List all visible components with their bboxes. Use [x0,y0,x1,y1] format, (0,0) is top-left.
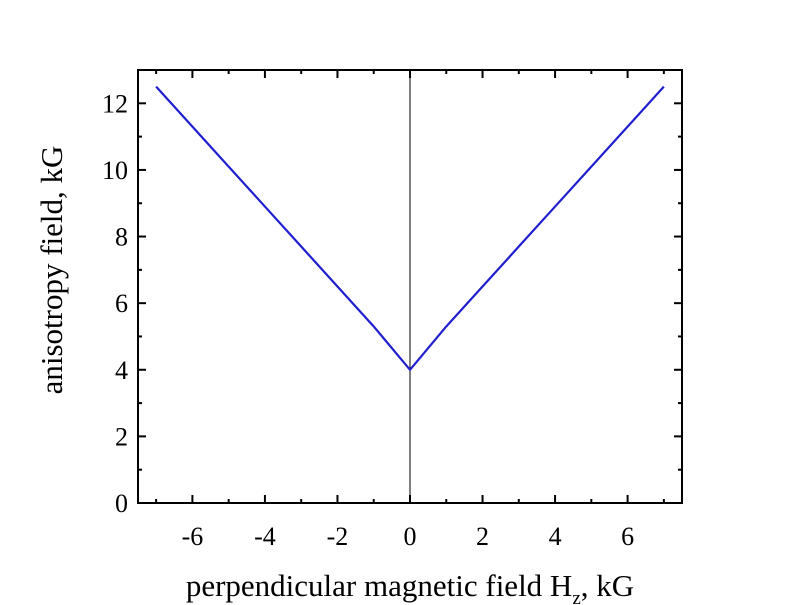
y-tick-label: 8 [115,223,128,252]
tick-labels: -6 -4 -2 0 2 4 6 0 2 4 6 8 10 12 [102,89,634,551]
series-line [155,85,665,371]
x-axis-title: perpendicular magnetic field Hz, kG [186,568,634,605]
x-tick-label: -2 [327,522,349,551]
x-tick-label: 2 [476,522,489,551]
x-tick-label: -6 [182,522,204,551]
y-tick-label: 0 [115,489,128,518]
ticks [138,69,682,503]
x-tick-label: 6 [621,522,634,551]
y-tick-label: 4 [115,356,128,385]
x-tick-label: 0 [404,522,417,551]
series-layer [155,85,665,371]
y-tick-label: 12 [102,89,128,118]
y-axis-title: anisotropy field, kG [34,146,69,395]
y-tick-label: 10 [102,156,128,185]
x-tick-label: 4 [549,522,562,551]
x-tick-label: -4 [254,522,276,551]
y-tick-label: 2 [115,422,128,451]
y-tick-label: 6 [115,289,128,318]
